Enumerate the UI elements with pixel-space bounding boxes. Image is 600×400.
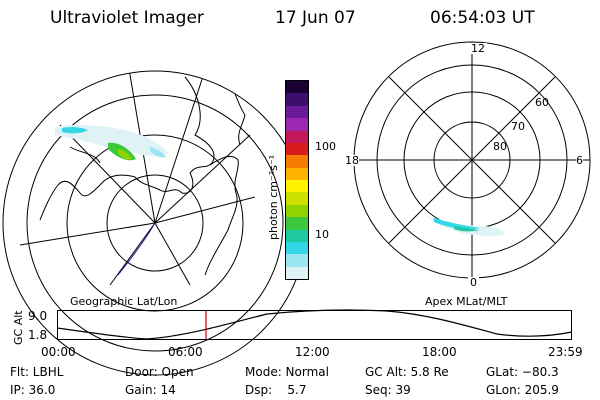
colorbar-segment	[286, 180, 308, 193]
seq-info: Seq: 39	[365, 383, 411, 397]
time-tick-2359: 23:59	[548, 345, 583, 359]
geographic-map	[2, 70, 308, 376]
altitude-ytick-low: 1.8	[28, 328, 48, 342]
filter-info: Flt: LBHL	[10, 365, 64, 379]
mlt-label-6: 6	[576, 154, 583, 167]
glon-info: GLon: 205.9	[486, 383, 559, 397]
meridian-line	[154, 71, 209, 224]
coastline	[134, 76, 215, 194]
time-tick-0000: 00:00	[41, 345, 76, 359]
coastline	[227, 79, 246, 146]
door-info: Door: Open	[125, 365, 194, 379]
app-title: Ultraviolet Imager	[50, 8, 204, 28]
meridian-line	[154, 134, 251, 224]
dsp-info: Dsp: 5.7	[245, 383, 307, 397]
ip-info: IP: 36.0	[10, 383, 56, 397]
meridian-line	[154, 196, 256, 224]
aurora-emission-geographic	[55, 124, 168, 161]
left-panel-label: Geographic Lat/Lon	[70, 295, 178, 308]
coastline	[69, 146, 101, 164]
colorbar-segment	[286, 118, 308, 131]
time-tick-1200: 12:00	[295, 345, 330, 359]
altitude-plot-frame	[57, 310, 572, 340]
coastline	[39, 174, 136, 221]
mlt-label-18: 18	[345, 154, 359, 167]
right-panel-label: Apex MLat/MLT	[425, 295, 508, 308]
glat-info: GLat: −80.3	[486, 365, 559, 379]
mlat-label-80: 80	[493, 140, 507, 153]
latitude-circle	[106, 174, 204, 272]
polar-diagonal	[388, 76, 556, 244]
colorbar-segment	[286, 241, 308, 255]
colorbar-segment	[286, 142, 308, 156]
colorbar-segment	[286, 155, 308, 168]
date-label: 17 Jun 07	[275, 8, 356, 28]
altitude-y-label: GC Alt	[12, 310, 25, 345]
altitude-timeline	[56, 309, 573, 340]
colorbar-segment	[286, 254, 308, 267]
aurora-emission-polar	[427, 216, 506, 237]
colorbar-segment	[286, 81, 308, 94]
time-tick-1800: 18:00	[422, 345, 457, 359]
colorbar-segment	[286, 229, 308, 242]
colorbar-tick-10: 10	[315, 228, 329, 241]
time-label: 06:54:03 UT	[430, 8, 535, 28]
meridian-line	[19, 222, 156, 246]
colorbar-segment	[286, 130, 308, 143]
colorbar-segment	[286, 217, 308, 230]
colorbar-segment	[286, 266, 308, 279]
altitude-ytick-high: 9.0	[28, 309, 48, 323]
mlt-label-12: 12	[469, 42, 487, 55]
colorbar-segment	[286, 105, 308, 119]
altitude-curve	[56, 309, 573, 340]
meridian-line	[154, 222, 191, 286]
colorbar-segment	[286, 192, 308, 205]
gain-info: Gain: 14	[125, 383, 176, 397]
coastline	[204, 155, 239, 276]
latitude-circle	[26, 94, 284, 352]
meridian-line	[59, 124, 156, 224]
mlt-label-0: 0	[468, 276, 479, 289]
time-tick-0600: 06:00	[168, 345, 203, 359]
mlat-label-60: 60	[535, 96, 549, 109]
colorbar-tick-100: 100	[315, 140, 336, 153]
colorbar-segment	[286, 167, 308, 180]
mlat-label-70: 70	[511, 120, 525, 133]
satellite-track	[117, 222, 156, 276]
meridian-line	[109, 222, 156, 286]
polar-plot	[353, 41, 591, 279]
colorbar	[285, 80, 309, 280]
colorbar-unit-label: photon cm⁻²s⁻¹	[267, 154, 280, 240]
colorbar-segment	[286, 204, 308, 218]
mode-info: Mode: Normal	[245, 365, 329, 379]
colorbar-segment	[286, 93, 308, 106]
gc-alt-info: GC Alt: 5.8 Re	[365, 365, 449, 379]
